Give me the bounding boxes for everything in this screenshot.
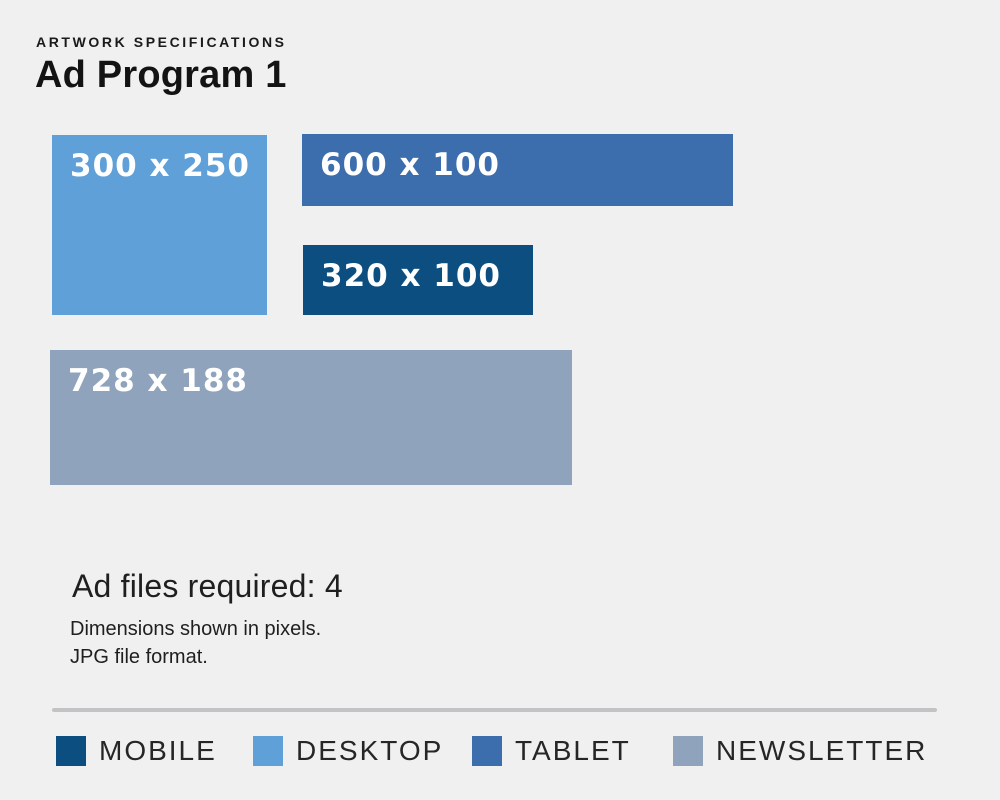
files-required-text: Ad files required: 4: [72, 568, 343, 604]
legend-item-newsletter: NEWSLETTER: [673, 735, 927, 767]
ad-box-desktop-label: 300 x 250: [70, 148, 250, 184]
ad-box-mobile-label: 320 x 100: [321, 258, 501, 294]
eyebrow-label: ARTWORK SPECIFICATIONS: [36, 34, 287, 50]
ad-box-newsletter-label: 728 x 188: [68, 363, 248, 399]
legend-item-mobile: MOBILE: [56, 735, 217, 767]
legend-label-tablet: TABLET: [515, 735, 631, 766]
legend-label-mobile: MOBILE: [99, 735, 217, 766]
ad-box-tablet-label: 600 x 100: [320, 147, 500, 183]
legend-item-desktop: DESKTOP: [253, 735, 443, 767]
ad-box-mobile-320x100: 320 x 100: [303, 245, 533, 315]
desktop-color-swatch: [253, 736, 283, 766]
mobile-color-swatch: [56, 736, 86, 766]
ad-box-desktop-300x250: 300 x 250: [52, 135, 267, 315]
newsletter-color-swatch: [673, 736, 703, 766]
legend-label-desktop: DESKTOP: [296, 735, 444, 766]
legend-label-newsletter: NEWSLETTER: [716, 735, 928, 766]
divider: [52, 708, 937, 712]
ad-box-newsletter-728x188: 728 x 188: [50, 350, 572, 485]
dimensions-note: Dimensions shown in pixels.: [70, 618, 322, 640]
page-title: Ad Program 1: [35, 54, 287, 96]
ad-box-tablet-600x100: 600 x 100: [302, 134, 733, 206]
tablet-color-swatch: [472, 736, 502, 766]
file-format-note: JPG file format.: [70, 646, 208, 668]
legend-item-tablet: TABLET: [472, 735, 631, 767]
